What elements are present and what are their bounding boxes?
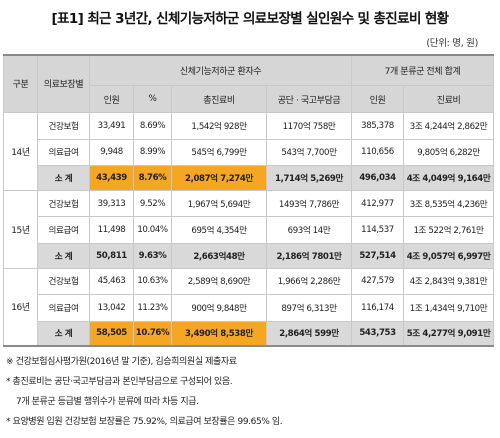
public-cell: 2,864억 599만 [265, 320, 353, 347]
all-people-cell: 385,378 [351, 111, 405, 140]
table-row: 의료급여 11,498 10.04% 695억 4,354만 693억 14만 … [4, 216, 495, 245]
all-cost-cell: 4조 9,057억 6,997만 [403, 243, 495, 269]
all-people-cell: 496,034 [351, 165, 405, 191]
cost-cell: 2,589억 8,690만 [171, 267, 267, 296]
percent-cell: 9.63% [133, 243, 172, 269]
percent-cell: 8.69% [133, 111, 172, 140]
all-people-cell: 527,514 [351, 243, 405, 269]
public-cell: 1170억 758만 [265, 111, 353, 140]
header-gubun: 구분 [3, 54, 38, 113]
all-people-cell: 110,656 [351, 138, 405, 167]
all-cost-cell: 3조 8,535억 4,236만 [403, 189, 495, 218]
header-percent: % [133, 85, 172, 113]
all-cost-cell: 1조 1,434억 9,710만 [403, 294, 495, 322]
footnote-cost: * 총진료비는 공단·국고부담금과 본인부담금으로 구성되어 있음. [6, 377, 233, 387]
header-people-all: 인원 [351, 85, 405, 113]
subtotal-label: 소 계 [37, 320, 90, 347]
people-cell: 43,439 [89, 165, 134, 191]
insurance-type: 의료급여 [37, 216, 90, 245]
header-public-share: 공단 · 국고부담금 [265, 85, 353, 113]
year-label: 14년 [3, 111, 38, 191]
people-cell: 50,811 [89, 243, 134, 269]
footnotes: ※ 건강보험심사평가원(2016년 말 기준), 김승희의원실 제출자료 * 총… [6, 352, 496, 432]
statistics-table: 구분 의료보장별 신체기능저하군 환자수 7개 분류군 전체 합계 인원 % 총… [3, 54, 495, 347]
table-row: 14년 건강보험 33,491 8.69% 1,542억 928만 1170억 … [3, 111, 495, 191]
insurance-type: 건강보험 [37, 111, 90, 140]
all-cost-cell: 4조 2,843억 9,381만 [403, 267, 495, 296]
subtotal-row: 소 계 58,505 10.76% 3,490억 8,538만 2,864억 5… [4, 320, 495, 347]
footnote-coverage: * 요양병원 입원 건강보험 보장률은 75.92%, 의료급여 보장률은 99… [6, 417, 283, 427]
subtotal-row: 소 계 50,811 9.63% 2,663억48만 2,186억 7801만 … [4, 243, 495, 269]
year-label: 15년 [3, 189, 38, 269]
percent-cell: 8.76% [133, 165, 172, 191]
people-cell: 39,313 [89, 189, 134, 218]
insurance-type: 건강보험 [37, 267, 90, 296]
all-people-cell: 412,977 [351, 189, 405, 218]
cost-cell: 1,542억 928만 [171, 111, 267, 140]
all-cost-cell: 9,805억 6,282만 [403, 138, 495, 167]
people-cell: 13,042 [89, 294, 134, 322]
subtotal-label: 소 계 [37, 243, 90, 269]
percent-cell: 11.23% [133, 294, 172, 322]
people-cell: 11,498 [89, 216, 134, 245]
insurance-type: 의료급여 [37, 138, 90, 167]
all-people-cell: 427,579 [351, 267, 405, 296]
public-cell: 543억 7,700만 [265, 138, 353, 167]
all-cost-cell: 4조 4,049억 9,164만 [403, 165, 495, 191]
public-cell: 693억 14만 [265, 216, 353, 245]
percent-cell: 10.76% [133, 320, 172, 347]
public-cell: 1493억 7,786만 [265, 189, 353, 218]
all-cost-cell: 1조 522억 2,761만 [403, 216, 495, 245]
footnote-source: ※ 건강보험심사평가원(2016년 말 기준), 김승희의원실 제출자료 [6, 357, 237, 367]
public-cell: 1,714억 5,269만 [265, 165, 353, 191]
header-group-patients: 신체기능저하군 환자수 [88, 54, 353, 87]
all-people-cell: 543,753 [351, 320, 405, 347]
header-group-all: 7개 분류군 전체 합계 [351, 54, 495, 87]
people-cell: 58,505 [89, 320, 134, 347]
header-people: 인원 [89, 85, 134, 113]
subtotal-row: 소 계 43,439 8.76% 2,087억 7,274만 1,714억 5,… [4, 165, 495, 191]
year-label: 16년 [3, 267, 38, 347]
cost-cell: 2,663억48만 [171, 243, 267, 269]
header-total-cost: 총진료비 [171, 85, 267, 113]
document-title: [표1] 최근 3년간, 신체기능저하군 의료보장별 실인원수 및 총진료비 현… [51, 11, 449, 27]
header-cost-all: 진료비 [403, 85, 495, 113]
table-row: 의료급여 13,042 11.23% 900억 9,848만 897억 6,31… [4, 294, 495, 322]
cost-cell: 3,490억 8,538만 [171, 320, 267, 347]
unit-label: (단위: 명, 원) [426, 38, 478, 49]
footnote-classification: 7개 분류군 등급별 행위수가 분류에 따라 차등 지급. [16, 397, 199, 407]
people-cell: 45,463 [89, 267, 134, 296]
public-cell: 2,186억 7801만 [265, 243, 353, 269]
percent-cell: 9.52% [133, 189, 172, 218]
all-cost-cell: 3조 4,244억 2,862만 [403, 111, 495, 140]
subtotal-label: 소 계 [37, 165, 90, 191]
table-row: 15년 건강보험 39,313 9.52% 1,967억 5,694만 1493… [3, 189, 495, 269]
public-cell: 897억 6,313만 [265, 294, 353, 322]
cost-cell: 695억 4,354만 [171, 216, 267, 245]
public-cell: 1,966억 2,286만 [265, 267, 353, 296]
insurance-type: 의료급여 [37, 294, 90, 322]
cost-cell: 900억 9,848만 [171, 294, 267, 322]
table-row: 의료급여 9,948 8.99% 545억 6,799만 543억 7,700만… [4, 138, 495, 167]
percent-cell: 10.04% [133, 216, 172, 245]
header-insurance-type: 의료보장별 [37, 54, 90, 113]
cost-cell: 1,967억 5,694만 [171, 189, 267, 218]
people-cell: 33,491 [89, 111, 134, 140]
all-people-cell: 114,537 [351, 216, 405, 245]
percent-cell: 10.63% [133, 267, 172, 296]
cost-cell: 2,087억 7,274만 [171, 165, 267, 191]
percent-cell: 8.99% [133, 138, 172, 167]
people-cell: 9,948 [89, 138, 134, 167]
all-people-cell: 116,174 [351, 294, 405, 322]
insurance-type: 건강보험 [37, 189, 90, 218]
cost-cell: 545억 6,799만 [171, 138, 267, 167]
table-row: 16년 건강보험 45,463 10.63% 2,589억 8,690만 1,9… [3, 267, 495, 347]
all-cost-cell: 5조 4,277억 9,091만 [403, 320, 495, 347]
